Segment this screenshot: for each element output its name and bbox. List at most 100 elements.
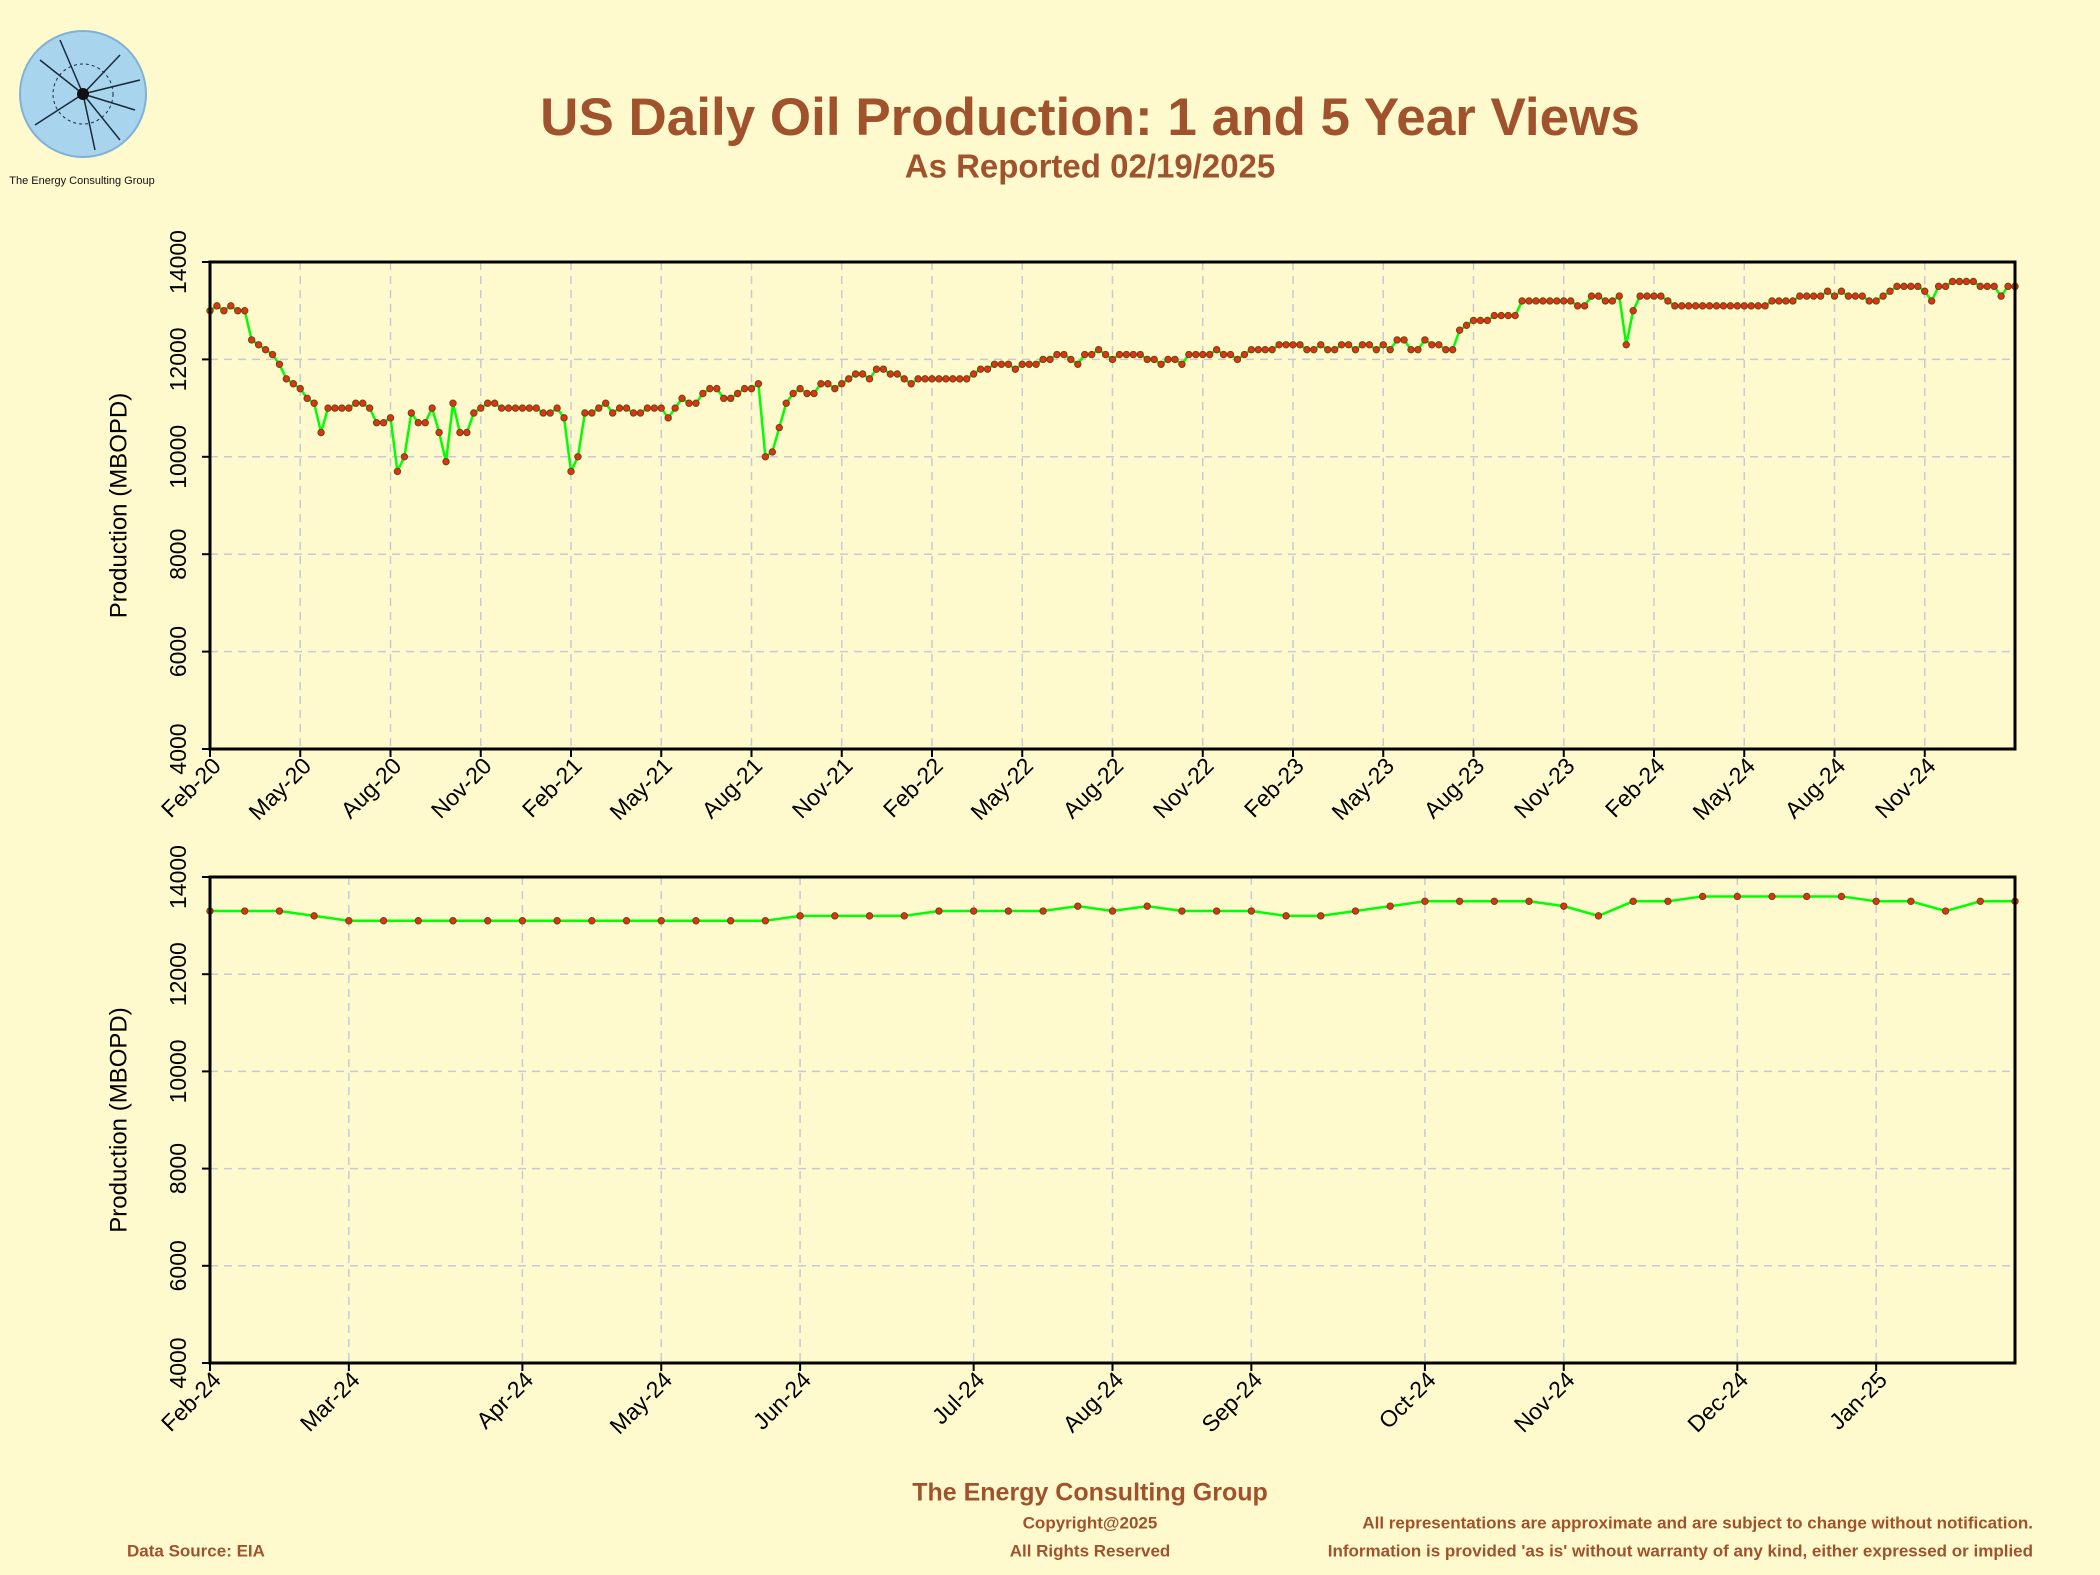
marker [1566, 297, 1575, 305]
marker [1837, 892, 1846, 901]
marker [220, 307, 228, 315]
marker [518, 404, 527, 412]
marker [1997, 292, 2005, 300]
marker [838, 380, 846, 388]
chart-subtitle: As Reported 02/19/2025 [905, 148, 1276, 185]
marker [1240, 350, 1249, 359]
marker [504, 404, 513, 412]
y-tick-label: 6000 [165, 626, 191, 677]
marker [865, 912, 874, 920]
marker [928, 375, 936, 383]
marker [449, 917, 457, 925]
marker [768, 448, 777, 456]
marker [1032, 360, 1040, 368]
marker [2004, 282, 2012, 291]
marker [900, 375, 908, 383]
marker [1046, 355, 1054, 364]
y-tick-label: 10000 [165, 1039, 191, 1103]
marker [1490, 311, 1499, 320]
marker [1698, 892, 1707, 901]
marker [1011, 365, 1020, 373]
marker [1025, 360, 1033, 368]
x-tick-label: Aug-22 [1058, 752, 1129, 823]
marker [782, 399, 790, 407]
marker [1546, 297, 1554, 305]
marker [1629, 897, 1637, 905]
marker [1858, 292, 1866, 300]
x-tick-label: Sep-24 [1196, 1366, 1267, 1437]
marker [629, 409, 638, 417]
marker [1483, 316, 1492, 325]
logo: The Energy Consulting Group [9, 30, 155, 187]
marker [241, 907, 249, 915]
marker [1219, 350, 1228, 359]
marker [1719, 302, 1728, 310]
marker [851, 370, 860, 378]
marker [921, 375, 929, 383]
marker [1733, 892, 1742, 901]
marker [893, 370, 901, 378]
marker [1664, 297, 1672, 305]
marker [1212, 345, 1221, 354]
marker [1809, 292, 1818, 300]
logo-text: The Energy Consulting Group [9, 175, 155, 187]
marker [1629, 307, 1637, 315]
marker [359, 399, 367, 407]
marker [1421, 336, 1429, 344]
marker [588, 409, 596, 417]
marker [553, 917, 561, 925]
footer-source: Data Source: EIA [127, 1541, 265, 1560]
marker [1476, 316, 1485, 325]
marker [1247, 345, 1256, 354]
marker [1178, 360, 1186, 368]
marker [1941, 907, 1950, 915]
marker [713, 384, 721, 393]
marker [1705, 302, 1714, 310]
x-tick-label: Nov-22 [1148, 752, 1219, 823]
x-tick-label: Feb-23 [1239, 752, 1309, 822]
marker [1400, 336, 1408, 344]
marker [1615, 292, 1623, 300]
marker [1733, 302, 1742, 310]
marker [1830, 292, 1839, 300]
marker [1004, 907, 1013, 915]
marker [636, 409, 645, 417]
marker [1594, 912, 1603, 920]
marker [407, 409, 416, 417]
marker [1407, 345, 1415, 354]
marker [865, 375, 874, 383]
marker [726, 917, 735, 925]
marker [1775, 297, 1783, 305]
marker [1900, 282, 1908, 291]
x-tick-label: Nov-24 [1870, 752, 1941, 823]
marker [435, 428, 443, 437]
marker [1969, 277, 1978, 286]
y-tick-label: 4000 [165, 723, 191, 774]
marker [1233, 355, 1242, 364]
marker [1226, 350, 1235, 359]
x-tick-label: Nov-24 [1509, 1366, 1580, 1437]
marker [1594, 292, 1603, 300]
y-tick-label: 14000 [165, 230, 191, 294]
marker [497, 404, 506, 412]
footer-company: The Energy Consulting Group [912, 1479, 1268, 1507]
marker [1317, 912, 1325, 920]
marker [1039, 907, 1047, 915]
marker [1254, 345, 1262, 354]
marker [1289, 341, 1297, 349]
marker [789, 389, 797, 398]
marker [282, 375, 291, 383]
marker [907, 380, 915, 388]
marker [1330, 345, 1339, 354]
marker [386, 414, 395, 422]
x-tick-label: May-24 [604, 1366, 677, 1439]
marker [1129, 350, 1138, 359]
marker [754, 380, 763, 388]
marker [317, 428, 325, 437]
marker [1893, 282, 1901, 291]
marker [1351, 345, 1360, 354]
marker [310, 399, 318, 407]
marker [588, 917, 596, 925]
marker [532, 404, 540, 412]
marker [324, 404, 332, 412]
